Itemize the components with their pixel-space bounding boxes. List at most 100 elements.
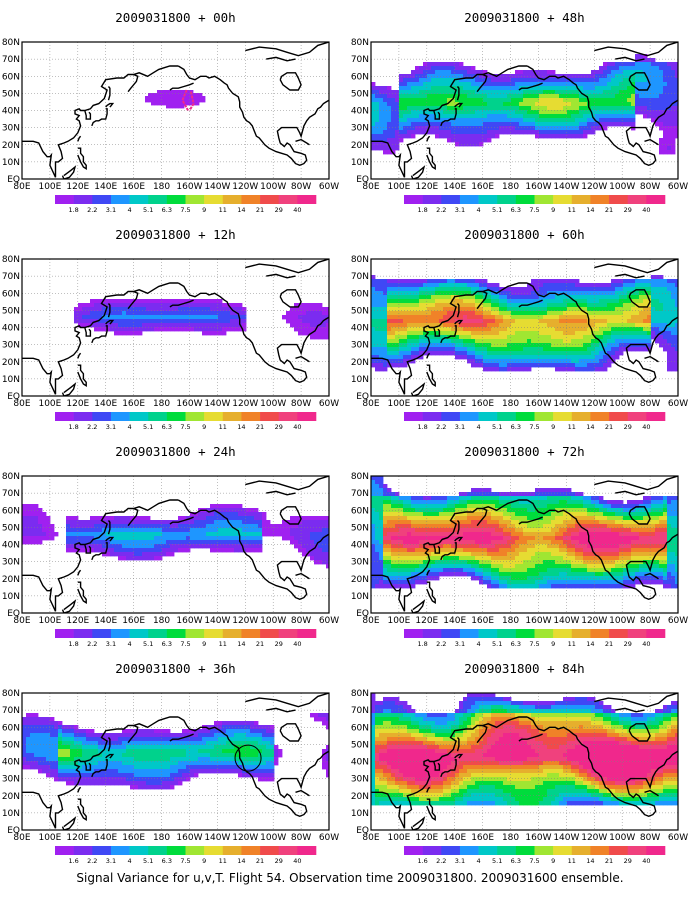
variance-cell [439,512,444,517]
variance-cell [379,496,384,501]
variance-cell [475,496,480,501]
variance-cell [419,299,424,304]
variance-cell [375,94,380,99]
variance-cell [671,146,676,151]
variance-cell [543,283,548,288]
variance-cell [483,134,488,139]
variance-cell [102,524,107,529]
variance-cell [262,512,267,517]
variance-cell [130,528,135,533]
variance-cell [595,287,600,292]
variance-cell [318,315,323,320]
variance-cell [471,138,476,143]
variance-cell [607,331,612,336]
variance-cell [547,347,552,352]
variance-cell [54,532,59,537]
variance-cell [34,504,39,509]
variance-cell [507,355,512,360]
variance-cell [503,94,508,99]
variance-cell [399,299,404,304]
variance-cell [411,279,416,284]
variance-cell [423,82,428,87]
variance-cell [182,540,187,545]
variance-cell [479,335,484,340]
variance-cell [499,291,504,296]
variance-cell [318,319,323,324]
variance-cell [575,295,580,300]
variance-cell [675,307,678,312]
variance-cell [238,327,243,332]
variance-cell [371,94,376,99]
variance-cell [383,315,388,320]
variance-cell [270,532,275,537]
variance-cell [286,311,291,316]
variance-cell [399,335,404,340]
variance-cell [651,287,656,292]
variance-cell [667,279,672,284]
variance-cell [491,110,496,115]
coastline [410,382,426,396]
legend-swatch [92,412,112,421]
variance-cell [583,327,588,332]
variance-cell [399,82,404,87]
variance-cell [258,512,263,517]
variance-cell [110,528,115,533]
variance-cell [511,86,516,91]
variance-cell [611,78,616,83]
variance-cell [607,122,612,127]
variance-cell [535,299,540,304]
variance-cell [503,323,508,328]
coastline [169,299,194,308]
variance-cell [671,122,676,127]
variance-cell [190,544,195,549]
variance-cell [158,311,163,316]
variance-cell [627,315,632,320]
variance-cell [375,500,380,505]
variance-cell [371,138,376,143]
variance-cell [659,122,664,127]
variance-cell [415,114,420,119]
variance-cell [415,339,420,344]
variance-cell [471,102,476,107]
variance-cell [475,78,480,83]
variance-cell [479,331,484,336]
variance-cell [595,331,600,336]
variance-cell [435,102,440,107]
lat-tick-label: 20N [2,141,20,151]
variance-cell [607,70,612,75]
variance-cell [567,492,572,497]
variance-cell [106,548,111,553]
variance-cell [383,295,388,300]
variance-cell [451,78,456,83]
variance-cell [214,532,219,537]
variance-cell [655,339,660,344]
variance-cell [495,86,500,91]
variance-cell [651,110,656,115]
variance-cell [499,86,504,91]
variance-cell [158,540,163,545]
variance-cell [310,532,315,537]
variance-cell [647,70,652,75]
variance-cell [563,367,568,372]
variance-cell [515,367,520,372]
variance-cell [671,283,676,288]
variance-cell [531,106,536,111]
variance-cell [210,536,215,541]
variance-cell [106,520,111,525]
variance-cell [655,62,660,67]
variance-cell [675,508,678,513]
variance-cell [391,114,396,119]
variance-cell [86,540,91,545]
variance-cell [631,500,636,505]
variance-cell [623,82,628,87]
variance-cell [399,339,404,344]
variance-cell [611,351,616,356]
variance-cell [611,62,616,67]
variance-cell [527,106,532,111]
variance-cell [170,524,175,529]
variance-cell [503,343,508,348]
variance-cell [491,355,496,360]
variance-cell [607,319,612,324]
variance-cell [599,291,604,296]
variance-cell [166,105,170,109]
